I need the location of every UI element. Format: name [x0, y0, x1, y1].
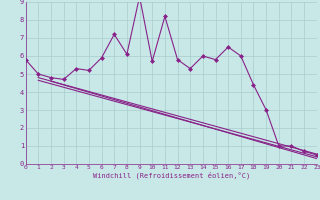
- X-axis label: Windchill (Refroidissement éolien,°C): Windchill (Refroidissement éolien,°C): [92, 172, 250, 179]
